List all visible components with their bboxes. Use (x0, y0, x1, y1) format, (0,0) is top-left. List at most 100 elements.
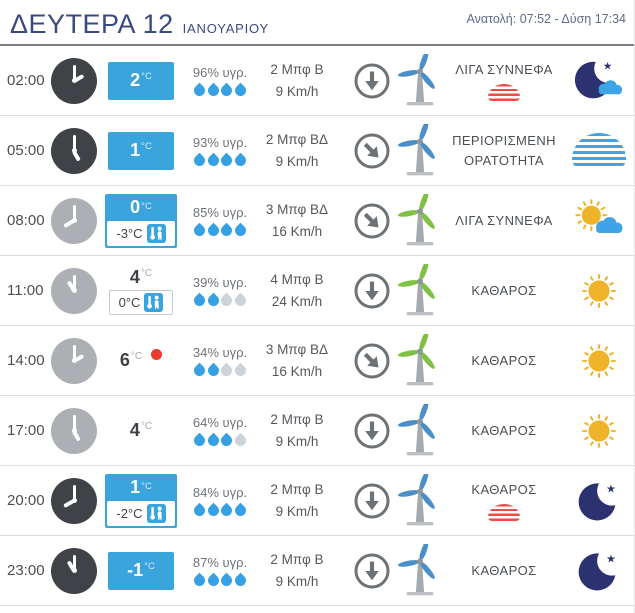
condition-label: ΚΑΘΑΡΟΣ (471, 481, 537, 497)
drop-filled-icon (191, 432, 208, 449)
sun-icon (582, 343, 616, 378)
time-label: 20:00 (7, 492, 45, 509)
drop-filled-icon (232, 82, 249, 99)
wind-direction-icon (353, 272, 391, 310)
wind-display: 2 Μπφ ΒΔ 9 Km/h (254, 129, 340, 172)
wind-turbine-icon (397, 259, 442, 318)
humidity-label: 87% υγρ. (192, 555, 248, 570)
drop-filled-icon (191, 362, 208, 379)
clock-icon (51, 547, 97, 594)
clock-icon (51, 337, 97, 384)
drop-filled-icon (191, 222, 208, 239)
wind-turbine-icon (397, 119, 442, 178)
clock-icon (51, 407, 97, 454)
time-label: 14:00 (7, 352, 45, 369)
wind-turbine-icon (397, 469, 442, 528)
clock-icon (51, 197, 97, 244)
wind-speed-label: 24 Km/h (271, 293, 323, 309)
wind-speed-label: 16 Km/h (271, 363, 323, 379)
temperature-display: 4 °C 0°C (102, 267, 180, 315)
drop-filled-icon (205, 502, 222, 519)
wind-speed-label: 9 Km/h (275, 83, 319, 99)
drop-empty-icon (218, 292, 235, 309)
humidity-drops-icon (188, 152, 252, 169)
day-header: ΔΕΥΤΕΡΑ 12 ΙΑΝΟΥΑΡΙΟΥ Ανατολή: 07:52 - Δ… (0, 0, 634, 46)
humidity-label: 85% υγρ. (192, 205, 248, 220)
temp-box: 1 °C (108, 131, 174, 170)
wind-display: 3 Μπφ ΒΔ 16 Km/h (254, 339, 340, 382)
temperature-display: 0°C -3°C (102, 193, 180, 248)
temp-value: -1 (127, 560, 144, 580)
sun-icon (582, 413, 616, 448)
drop-filled-icon (205, 152, 222, 169)
humidity-label: 64% υγρ. (192, 415, 248, 430)
temp-unit: °C (144, 561, 155, 572)
humidity-drops-icon (188, 82, 252, 99)
drop-filled-icon (191, 502, 208, 519)
temp-box: 2 °C (108, 61, 174, 100)
humidity-label: 34% υγρ. (192, 345, 248, 360)
humidity-label: 93% υγρ. (192, 135, 248, 150)
condition-label: ΚΑΘΑΡΟΣ (471, 352, 537, 368)
condition-cell: ΚΑΘΑΡΟΣ (442, 480, 566, 522)
wind-beaufort-label: 2 Μπφ ΒΔ (265, 131, 329, 147)
temp-value: 0 (130, 196, 141, 217)
forecast-row: 20:00 1°C -2°C 84% υγρ. 2 Μπφ Β 9 Km/h ΚΑ… (0, 466, 634, 536)
wind-turbine-icon (397, 539, 442, 598)
drop-empty-icon (232, 292, 249, 309)
moon-star-cloud-icon: ★ (574, 60, 623, 98)
sky-icon: ★ (566, 476, 632, 526)
feels-like-value: -2°C (116, 505, 143, 521)
time-label: 23:00 (7, 562, 45, 579)
forecast-row: 05:00 1 °C 93% υγρ. 2 Μπφ ΒΔ 9 Km/h ΠΕΡΙΟ… (0, 116, 634, 186)
moon-star-icon: ★ (578, 552, 616, 590)
sun-icon (582, 273, 616, 308)
drop-filled-icon (218, 152, 235, 169)
moon-star-icon: ★ (578, 482, 616, 520)
day-title-group: ΔΕΥΤΕΡΑ 12 ΙΑΝΟΥΑΡΙΟΥ (10, 9, 269, 40)
drop-filled-icon (218, 432, 235, 449)
wind-direction-icon (353, 482, 391, 520)
wind-speed-label: 16 Km/h (271, 223, 323, 239)
drop-filled-icon (232, 152, 249, 169)
temp-unit: °C (140, 421, 153, 432)
humidity-label: 84% υγρ. (192, 485, 248, 500)
wind-direction-icon (353, 132, 391, 170)
frost-warning-icon (488, 504, 520, 522)
humidity-display: 39% υγρ. (188, 275, 252, 309)
wind-display: 2 Μπφ Β 9 Km/h (254, 549, 340, 592)
temp-value: 2 (130, 70, 141, 90)
humidity-display: 96% υγρ. (188, 65, 252, 99)
drop-filled-icon (218, 222, 235, 239)
humidity-display: 84% υγρ. (188, 485, 252, 519)
temp-box: -1 °C (108, 551, 174, 590)
clock-icon (51, 267, 97, 314)
sky-icon (566, 132, 632, 169)
wind-direction-icon (353, 62, 391, 100)
wind-speed-label: 9 Km/h (275, 153, 319, 169)
drop-filled-icon (191, 572, 208, 589)
temp-unit: °C (140, 267, 153, 279)
svg-text:★: ★ (606, 482, 616, 495)
feels-like-box: -2°C (107, 500, 175, 526)
humidity-display: 87% υγρ. (188, 555, 252, 589)
drop-filled-icon (218, 572, 235, 589)
sky-icon (566, 336, 632, 386)
sky-icon: ★ (566, 546, 632, 596)
time-label: 11:00 (7, 282, 44, 299)
temperature-display: -1 °C (102, 551, 180, 590)
condition-label: ΚΑΘΑΡΟΣ (471, 422, 537, 438)
month-label: ΙΑΝΟΥΑΡΙΟΥ (182, 21, 270, 36)
forecast-row: 08:00 0°C -3°C 85% υγρ. 3 Μπφ ΒΔ 16 Km/h … (0, 186, 634, 256)
wind-speed-label: 9 Km/h (275, 573, 319, 589)
feels-like-value: 0°C (118, 294, 141, 310)
forecast-row: 11:00 4 °C 0°C 39% υγρ. 4 Μπφ Β 24 Km/h ΚΑ… (0, 256, 634, 326)
humidity-display: 34% υγρ. (188, 345, 252, 379)
sky-icon (566, 197, 632, 245)
wind-beaufort-label: 3 Μπφ ΒΔ (265, 201, 329, 217)
temperature-display: 4 °C (102, 420, 180, 441)
condition-cell: ΚΑΘΑΡΟΣ (442, 351, 566, 371)
drop-filled-icon (205, 572, 222, 589)
temp-unit: °C (141, 141, 152, 152)
condition-label: ΠΕΡΙΟΡΙΣΜΕΝΗ ΟΡΑΤΟΤΗΤΑ (452, 133, 556, 168)
